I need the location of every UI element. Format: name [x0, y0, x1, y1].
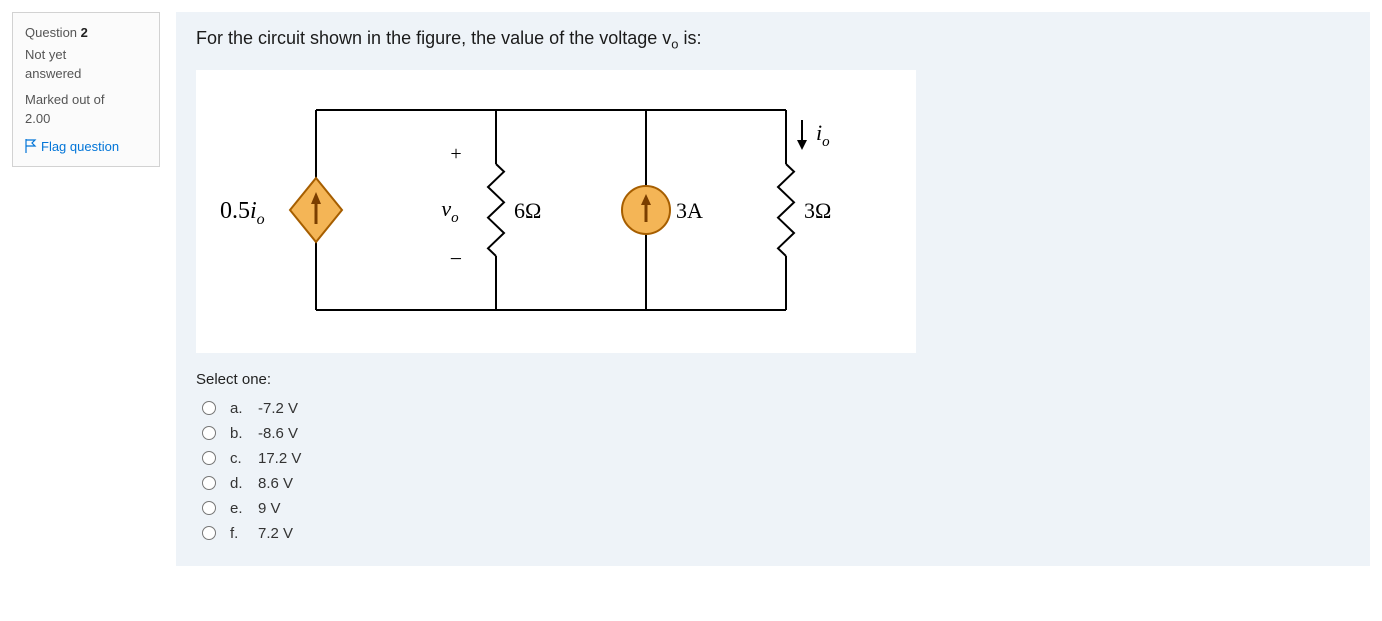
question-label: Question — [25, 25, 77, 40]
option-radio[interactable] — [202, 526, 216, 540]
option-text: 8.6 V — [258, 475, 293, 492]
option-row[interactable]: f. 7.2 V — [196, 521, 1350, 546]
option-letter: c. — [230, 450, 248, 467]
svg-text:0.5io: 0.5io — [220, 198, 265, 228]
question-info-card: Question 2 Not yet answered Marked out o… — [12, 12, 160, 167]
option-letter: a. — [230, 400, 248, 417]
option-text: 7.2 V — [258, 525, 293, 542]
circuit-svg: 0.5io + vo − 6Ω 3A 3Ω io — [206, 80, 906, 340]
option-text: 9 V — [258, 500, 281, 517]
option-radio[interactable] — [202, 501, 216, 515]
flag-label: Flag question — [41, 137, 119, 157]
option-radio[interactable] — [202, 426, 216, 440]
option-text: -7.2 V — [258, 400, 298, 417]
option-row[interactable]: b. -8.6 V — [196, 421, 1350, 446]
question-number-row: Question 2 — [25, 23, 147, 43]
svg-text:3A: 3A — [676, 198, 703, 223]
svg-text:vo: vo — [441, 196, 459, 226]
question-text: For the circuit shown in the figure, the… — [196, 28, 1350, 52]
option-row[interactable]: e. 9 V — [196, 496, 1350, 521]
flag-icon — [25, 139, 37, 153]
option-radio[interactable] — [202, 401, 216, 415]
answer-options: a. -7.2 V b. -8.6 V c. 17.2 V d. 8.6 V e. 9 V f. 7.… — [196, 396, 1350, 546]
question-content: For the circuit shown in the figure, the… — [176, 12, 1370, 566]
circuit-figure: 0.5io + vo − 6Ω 3A 3Ω io — [196, 70, 916, 353]
question-mark: Marked out of 2.00 — [25, 90, 147, 129]
option-letter: e. — [230, 500, 248, 517]
option-text: 17.2 V — [258, 450, 301, 467]
question-status: Not yet answered — [25, 45, 147, 84]
option-radio[interactable] — [202, 451, 216, 465]
option-row[interactable]: c. 17.2 V — [196, 446, 1350, 471]
svg-text:3Ω: 3Ω — [804, 198, 831, 223]
option-row[interactable]: d. 8.6 V — [196, 471, 1350, 496]
flag-question-link[interactable]: Flag question — [25, 137, 147, 157]
option-letter: b. — [230, 425, 248, 442]
svg-text:−: − — [450, 246, 462, 271]
option-letter: f. — [230, 525, 248, 542]
quiz-page: Question 2 Not yet answered Marked out o… — [12, 12, 1370, 566]
svg-text:6Ω: 6Ω — [514, 198, 541, 223]
option-row[interactable]: a. -7.2 V — [196, 396, 1350, 421]
option-letter: d. — [230, 475, 248, 492]
svg-text:+: + — [450, 143, 461, 165]
select-one-prompt: Select one: — [196, 371, 1350, 388]
option-radio[interactable] — [202, 476, 216, 490]
option-text: -8.6 V — [258, 425, 298, 442]
svg-text:io: io — [816, 120, 830, 150]
question-number: 2 — [81, 25, 88, 40]
